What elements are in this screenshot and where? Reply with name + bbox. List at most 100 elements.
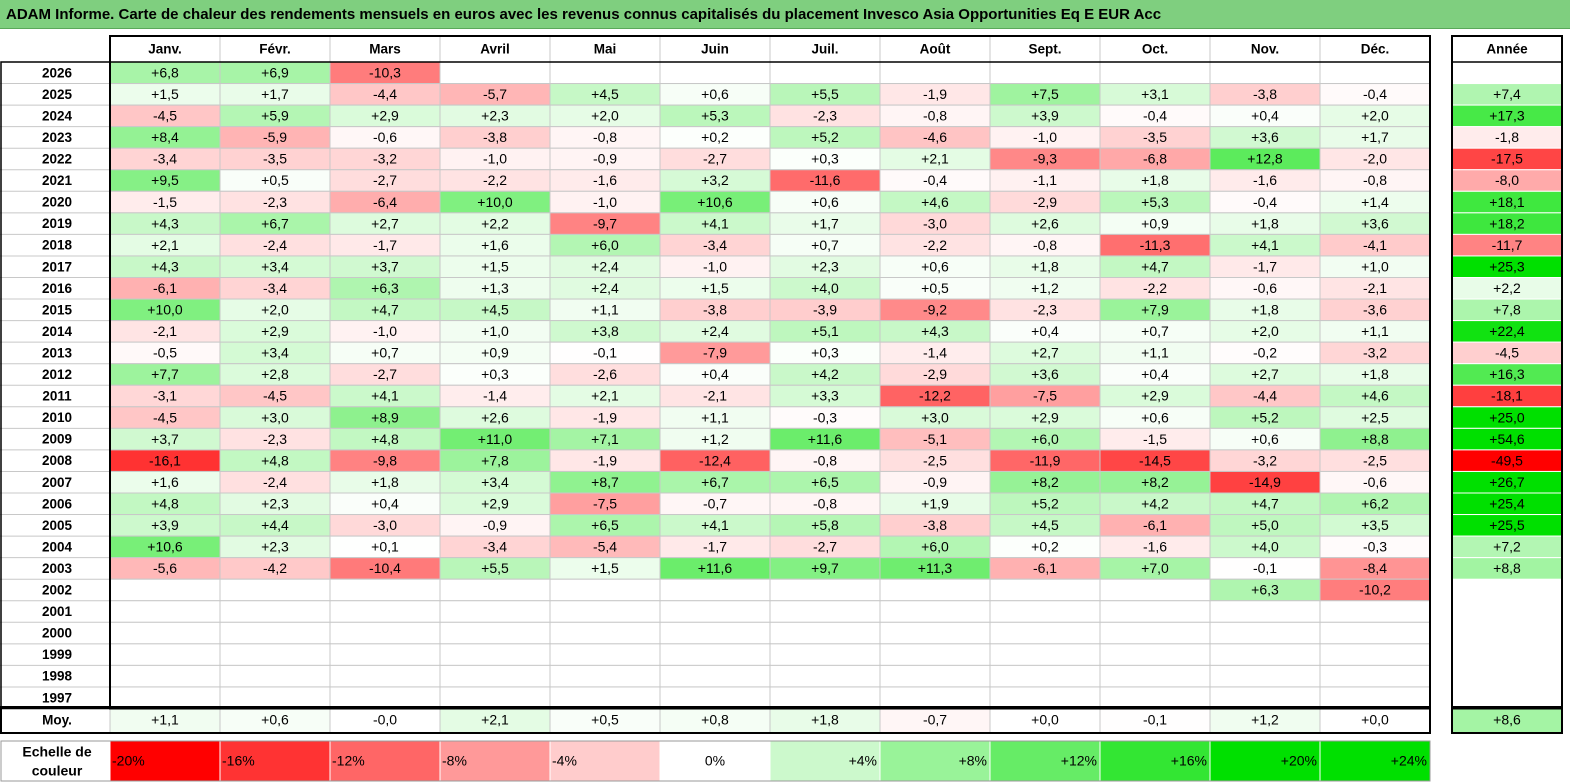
annual-cell [1452, 600, 1562, 623]
heatmap-cell [989, 621, 1101, 645]
cell-value: +3,4 [261, 345, 289, 361]
cell-value: +0,7 [1141, 323, 1169, 339]
cell-value: +6,5 [811, 474, 839, 490]
heatmap-cell [219, 621, 331, 645]
cell-value: +7,1 [591, 431, 619, 447]
heatmap-cell [659, 686, 771, 710]
cell-value: -2,0 [1363, 151, 1387, 167]
heatmap-cell [1319, 664, 1431, 688]
month-header-1: Janv. [148, 42, 182, 57]
cell-value: -2,9 [1033, 194, 1057, 210]
average-value: +0,6 [261, 712, 289, 728]
cell-value: +4,1 [701, 215, 729, 231]
cell-value: -1,0 [1033, 129, 1057, 145]
cell-value: -2,2 [1143, 280, 1167, 296]
cell-value: -1,6 [593, 172, 617, 188]
scale-swatch [989, 740, 1101, 782]
cell-value: +4,1 [371, 388, 399, 404]
cell-value: +1,0 [481, 323, 509, 339]
annual-value: +54,6 [1489, 431, 1525, 447]
heatmap-cell [109, 686, 221, 710]
cell-value: -6,1 [1143, 517, 1167, 533]
average-value: +1,2 [1251, 712, 1279, 728]
cell-value: +2,8 [261, 366, 289, 382]
year-label: 2023 [42, 130, 73, 145]
cell-value: +4,3 [151, 215, 179, 231]
scale-swatch [219, 740, 331, 782]
annual-value: -4,5 [1495, 345, 1519, 361]
cell-value: +0,5 [921, 280, 949, 296]
cell-value: +1,0 [1361, 258, 1389, 274]
heatmap-cell [1099, 643, 1211, 666]
cell-value: -3,2 [1363, 345, 1387, 361]
cell-value: +1,2 [701, 431, 729, 447]
cell-value: -1,0 [483, 151, 507, 167]
cell-value: +1,6 [151, 474, 179, 490]
scale-label: +20% [1281, 753, 1317, 769]
cell-value: +7,5 [1031, 86, 1059, 102]
year-label: 2017 [42, 259, 72, 274]
cell-value: -2,3 [263, 431, 287, 447]
cell-value: +3,4 [261, 258, 289, 274]
cell-value: -6,1 [153, 280, 177, 296]
cell-value: +4,1 [701, 517, 729, 533]
cell-value: -2,3 [263, 194, 287, 210]
cell-value: +1,7 [811, 215, 839, 231]
cell-value: -12,2 [919, 388, 951, 404]
cell-value: +2,0 [1361, 108, 1389, 124]
month-header-11: Nov. [1251, 42, 1279, 57]
average-annual-border [1451, 706, 1563, 734]
scale-label: +16% [1171, 753, 1207, 769]
cell-value: -0,8 [1033, 237, 1057, 253]
cell-value: +7,8 [481, 452, 509, 468]
cell-value: -4,2 [263, 560, 287, 576]
heatmap-cell [219, 578, 331, 602]
heatmap-cell [219, 643, 331, 666]
cell-value: -4,1 [1363, 237, 1387, 253]
cell-value: +0,7 [811, 237, 839, 253]
cell-value: +11,0 [478, 431, 513, 447]
year-label: 2000 [42, 626, 72, 641]
cell-value: +2,3 [811, 258, 839, 274]
cell-value: +1,1 [591, 302, 619, 318]
heatmap-cell [439, 664, 551, 688]
year-label: 2026 [42, 65, 73, 80]
cell-value: +5,3 [701, 108, 729, 124]
average-cell [549, 706, 661, 734]
cell-value: +8,2 [1141, 474, 1169, 490]
cell-value: +0,2 [701, 129, 729, 145]
cell-value: +10,0 [477, 194, 513, 210]
year-label: 2005 [42, 518, 73, 533]
heatmap-cell [439, 621, 551, 645]
heatmap-cell [549, 578, 661, 602]
average-cell [989, 706, 1101, 734]
cell-value: +4,5 [591, 86, 619, 102]
heatmap-cell [439, 686, 551, 710]
annual-value: +7,4 [1493, 86, 1521, 102]
cell-value: -0,4 [923, 172, 947, 188]
cell-value: +4,3 [921, 323, 949, 339]
cell-value: +3,9 [1031, 108, 1059, 124]
annual-cell [1452, 622, 1562, 644]
year-label: 2006 [42, 496, 73, 511]
cell-value: -9,7 [593, 215, 617, 231]
cell-value: -2,3 [813, 108, 837, 124]
cell-value: -1,0 [703, 258, 727, 274]
cell-value: +2,9 [261, 323, 289, 339]
cell-value: +4,3 [151, 258, 179, 274]
annual-cell [1452, 686, 1562, 709]
cell-value: +3,8 [591, 323, 619, 339]
cell-value: -2,7 [373, 172, 397, 188]
scale-border [0, 740, 1431, 782]
year-label: 1999 [42, 647, 72, 662]
cell-value: +3,0 [921, 409, 949, 425]
year-label: 2025 [42, 87, 73, 102]
cell-value: -3,0 [923, 215, 947, 231]
cell-value: -2,4 [263, 474, 287, 490]
cell-value: -0,9 [593, 151, 617, 167]
heatmap-cell [219, 664, 331, 688]
cell-value: +5,2 [1251, 409, 1279, 425]
cell-value: +2,5 [1361, 409, 1389, 425]
year-label: 2020 [42, 195, 72, 210]
cell-value: +1,1 [701, 409, 729, 425]
